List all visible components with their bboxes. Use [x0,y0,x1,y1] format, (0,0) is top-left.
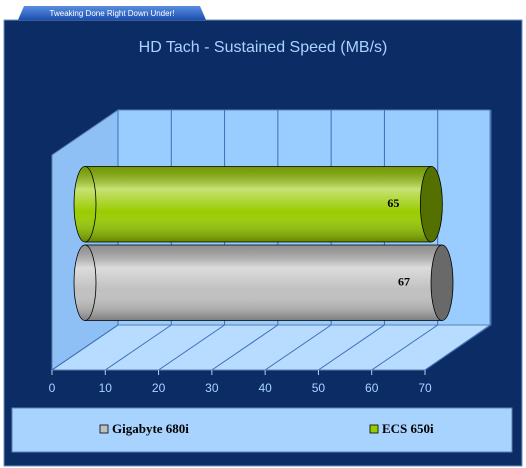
floor-grid-line [371,324,438,371]
bar-start-shade [73,244,97,321]
legend-swatch [369,424,379,434]
floor-grid-line [51,324,119,371]
legend-label: ECS 650i [382,421,434,436]
bar-end-shade [431,245,454,321]
x-tick-label: 30 [205,381,219,395]
x-tick-label: 40 [258,381,272,395]
x-tick-label: 10 [99,381,113,395]
x-tick-label: 70 [418,381,432,395]
chart-title: HD Tach - Sustained Speed (MB/s) [139,39,388,56]
x-tick-label: 50 [312,381,326,395]
bar-start-shade [73,166,97,243]
floor-grid-line [318,324,385,371]
legend-label: Gigabyte 680i [112,421,189,436]
floor-grid-line [424,324,492,371]
bar-shine [85,166,432,242]
floor [50,324,492,371]
data-label: 65 [387,196,399,210]
tagline: Tweaking Done Right Down Under! [50,9,175,18]
x-tick-label: 60 [365,381,379,395]
bar-end-cap [419,166,443,243]
floor-grid-line [264,324,332,371]
floor-grid-line [158,324,225,371]
bar-end-cap [430,244,454,321]
data-label: 67 [398,275,410,289]
x-tick-label: 20 [152,381,166,395]
header-tab [18,6,206,20]
floor-grid-line [211,324,279,371]
x-tick-label: 0 [49,381,56,395]
legend [11,407,513,453]
bar-end-shade [420,166,443,242]
bar-shine [85,245,443,321]
legend-swatch [99,424,109,434]
floor-grid-line [105,324,172,371]
